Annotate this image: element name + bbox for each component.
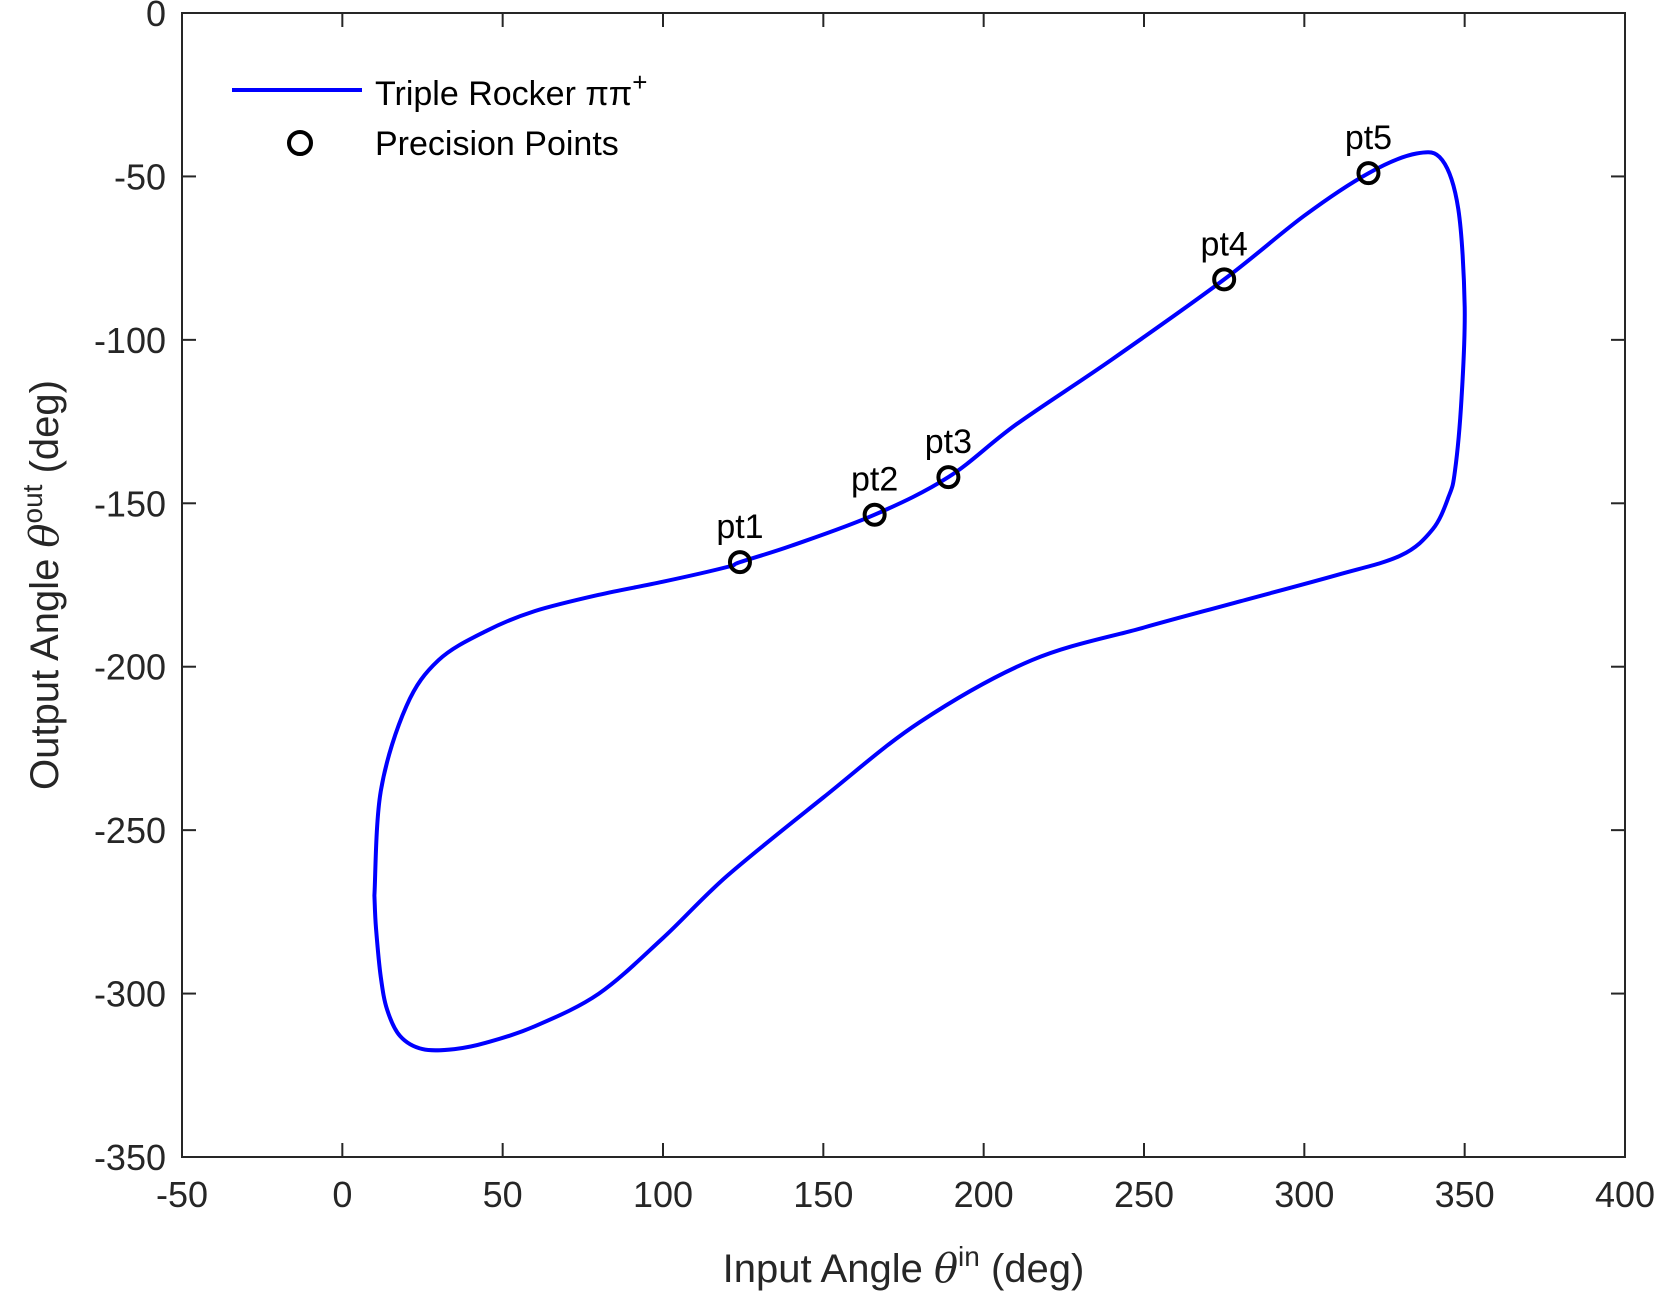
- x-tick-label: 200: [954, 1174, 1014, 1215]
- x-tick-label: 150: [793, 1174, 853, 1215]
- x-tick-label: 300: [1274, 1174, 1334, 1215]
- y-tick-label: -350: [94, 1137, 166, 1178]
- legend-entry-precision-points: Precision Points: [375, 125, 619, 163]
- x-tick-label: 0: [332, 1174, 352, 1215]
- y-tick-label: -50: [114, 156, 166, 197]
- precision-points: pt1 pt2 pt3 pt4 pt5: [716, 119, 1392, 575]
- legend: Triple Rocker ππ+ Precision Points: [232, 67, 647, 163]
- precision-point-label-pt5: pt5: [1345, 119, 1392, 157]
- x-tick-label: 50: [483, 1174, 523, 1215]
- x-tick-label: 400: [1595, 1174, 1655, 1215]
- x-tick-label: 350: [1435, 1174, 1495, 1215]
- y-axis-label: Output Angle θout (deg): [17, 380, 68, 790]
- y-tick-label: -100: [94, 320, 166, 361]
- precision-point-pt4: [1212, 267, 1237, 292]
- y-tick-label: -300: [94, 974, 166, 1015]
- x-tick-label: -50: [156, 1174, 208, 1215]
- precision-point-label-pt3: pt3: [925, 423, 972, 461]
- y-tick-label: -150: [94, 483, 166, 524]
- y-tick-label: -250: [94, 810, 166, 851]
- precision-point-label-pt2: pt2: [851, 461, 898, 499]
- y-tick-label: -200: [94, 647, 166, 688]
- x-tick-label: 100: [633, 1174, 693, 1215]
- precision-point-pt5: [1356, 161, 1381, 186]
- precision-point-label-pt1: pt1: [716, 508, 763, 546]
- y-tick-label: 0: [146, 0, 166, 34]
- legend-marker-swatch: [287, 130, 313, 156]
- precision-point-pt3: [936, 465, 961, 490]
- series-line-triple-rocker: [372, 150, 1467, 1053]
- precision-point-label-pt4: pt4: [1201, 225, 1248, 263]
- plot-area: [181, 12, 1626, 1158]
- tick-labels: -50 0 50 100 150 200 250 300 350 400 0 -50 -100 -150 -…: [94, 0, 1655, 1215]
- precision-point-pt2: [862, 502, 887, 527]
- legend-entry-triple-rocker: Triple Rocker ππ+: [375, 67, 647, 113]
- axis-ticks: [181, 12, 1626, 1158]
- x-axis-label: Input Angle θin (deg): [723, 1241, 1085, 1292]
- precision-point-pt1: [727, 550, 752, 575]
- x-tick-label: 250: [1114, 1174, 1174, 1215]
